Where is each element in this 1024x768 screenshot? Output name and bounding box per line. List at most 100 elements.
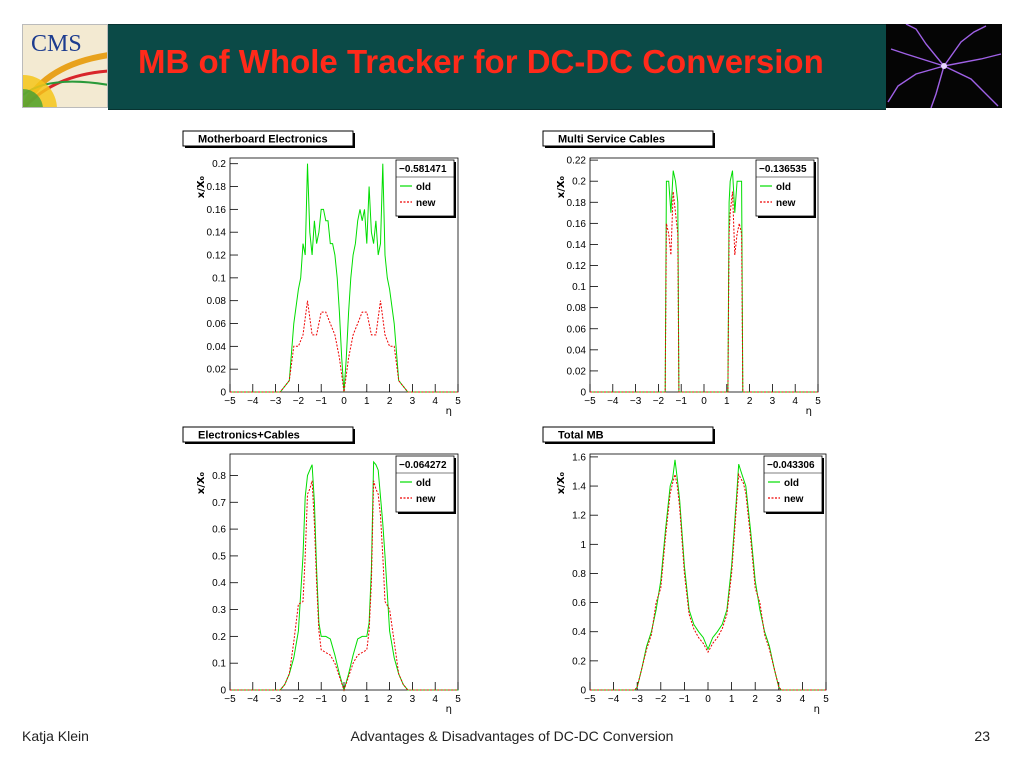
chart-title-box (542, 426, 714, 443)
y-tick-label: 0.06 (567, 324, 587, 335)
slide-title: MB of Whole Tracker for DC-DC Conversion (138, 43, 824, 80)
x-axis-label: η (446, 704, 452, 714)
y-tick-label: 0.08 (207, 296, 227, 307)
x-tick-label: −2 (655, 694, 667, 705)
chart-title: Electronics+Cables (198, 430, 300, 442)
series-line-old (590, 459, 826, 691)
x-tick-label: −1 (315, 396, 327, 407)
y-tick-label: 0.02 (207, 365, 227, 376)
y-tick-label: 0.5 (212, 551, 226, 562)
x-tick-label: −4 (247, 694, 259, 705)
y-tick-label: 0.7 (212, 498, 226, 509)
stat-value: −0.136535 (759, 164, 807, 175)
x-tick-label: −3 (270, 694, 282, 705)
x-tick-label: 5 (815, 396, 821, 407)
y-axis-label: x/X₀ (556, 176, 567, 198)
x-axis-label: η (806, 406, 812, 416)
x-tick-label: −5 (584, 396, 596, 407)
x-tick-label: 5 (455, 694, 461, 705)
x-tick-label: 0 (705, 694, 711, 705)
legend-box (755, 159, 815, 217)
y-tick-label: 0.08 (567, 303, 587, 314)
x-tick-label: 4 (432, 694, 438, 705)
y-tick-label: 0.14 (207, 228, 227, 239)
x-axis-label: η (446, 406, 452, 416)
x-tick-label: −4 (247, 396, 259, 407)
x-tick-label: 3 (776, 694, 782, 705)
y-tick-label: 0.04 (567, 345, 587, 356)
y-tick-label: 0.18 (207, 182, 227, 193)
y-tick-label: 0 (220, 686, 226, 697)
legend-box (763, 455, 823, 513)
y-tick-label: 0.1 (212, 273, 226, 284)
x-tick-label: 3 (410, 694, 416, 705)
series-line-new (590, 472, 826, 691)
x-tick-label: −2 (293, 694, 305, 705)
x-tick-label: −2 (293, 396, 305, 407)
y-tick-label: 1.6 (572, 452, 586, 463)
x-tick-label: 1 (729, 694, 735, 705)
x-tick-label: 1 (724, 396, 730, 407)
legend-label-new: new (784, 494, 804, 505)
stat-value: −0.043306 (767, 460, 815, 471)
y-tick-label: 1.2 (572, 511, 586, 522)
x-tick-label: 4 (800, 694, 806, 705)
chart-title: Multi Service Cables (558, 134, 665, 146)
x-tick-label: 5 (823, 694, 829, 705)
x-tick-label: 0 (341, 694, 347, 705)
page-number: 23 (974, 728, 990, 744)
x-tick-label: −3 (630, 396, 642, 407)
slide-header: CMS MB of Whole Tracker for DC-DC Conver… (22, 24, 1002, 110)
legend-label-old: old (416, 182, 431, 193)
y-tick-label: 0.2 (572, 656, 586, 667)
y-tick-label: 0.12 (567, 261, 587, 272)
legend-box (395, 455, 455, 513)
series-line-new (590, 191, 818, 393)
legend-label-old: old (776, 182, 791, 193)
x-tick-label: −5 (224, 396, 236, 407)
y-tick-label: 0 (580, 388, 586, 399)
y-axis-label: x/X₀ (196, 472, 207, 494)
chart-svg: Multi Service Cables 0 0.02 0.04 0.06 0.08 0.1… (542, 130, 821, 416)
y-tick-label: 0.14 (567, 240, 587, 251)
y-tick-label: 0.12 (207, 251, 227, 262)
chart-title: Motherboard Electronics (198, 134, 328, 146)
chart-svg: Motherboard Electronics 0 0.02 0.04 0.06 0.08… (182, 130, 461, 416)
chart-title-box (182, 130, 354, 147)
x-tick-label: 0 (701, 396, 707, 407)
y-tick-label: 0.1 (212, 659, 226, 670)
y-tick-label: 0.16 (207, 205, 227, 216)
x-axis-label: η (814, 704, 820, 714)
chart-title: Total MB (558, 430, 604, 442)
x-tick-label: −5 (584, 694, 596, 705)
y-tick-label: 0 (580, 686, 586, 697)
chart-total-mb: Total MB 0 0.2 0.4 0.6 0.8 1 1.2 1.4 1.6 −5 −4 −3 −2 −… (538, 422, 836, 714)
y-tick-label: 0.3 (212, 605, 226, 616)
x-tick-label: 1 (364, 396, 370, 407)
series-line-old (230, 163, 458, 393)
legend-label-new: new (416, 494, 436, 505)
y-tick-label: 0.06 (207, 319, 227, 330)
stat-value: −0.581471 (399, 164, 447, 175)
x-tick-label: 1 (364, 694, 370, 705)
cms-logo-text: CMS (31, 31, 82, 57)
x-tick-label: −4 (608, 694, 620, 705)
x-tick-label: 2 (387, 694, 393, 705)
y-tick-label: 0.6 (212, 525, 226, 536)
x-tick-label: 2 (387, 396, 393, 407)
x-tick-label: −4 (607, 396, 619, 407)
y-tick-label: 0.4 (572, 627, 586, 638)
footer-author: Katja Klein (22, 728, 89, 744)
x-tick-label: 2 (752, 694, 758, 705)
chart-multi-service-cables: Multi Service Cables 0 0.02 0.04 0.06 0.08 0.1… (538, 126, 828, 416)
chart-svg: Electronics+Cables 0 0.1 0.2 0.3 0.4 0.5 0.6 0.7… (182, 426, 461, 714)
y-tick-label: 0.2 (212, 632, 226, 643)
y-tick-label: 1.4 (572, 482, 586, 493)
y-tick-label: 0.02 (567, 366, 587, 377)
x-tick-label: −1 (679, 694, 691, 705)
stat-value: −0.064272 (399, 460, 447, 471)
chart-motherboard-electronics: Motherboard Electronics 0 0.02 0.04 0.06 0.08… (178, 126, 468, 416)
y-tick-label: 0.04 (207, 342, 227, 353)
cms-logo: CMS (22, 24, 108, 108)
y-tick-label: 0.22 (567, 156, 587, 167)
